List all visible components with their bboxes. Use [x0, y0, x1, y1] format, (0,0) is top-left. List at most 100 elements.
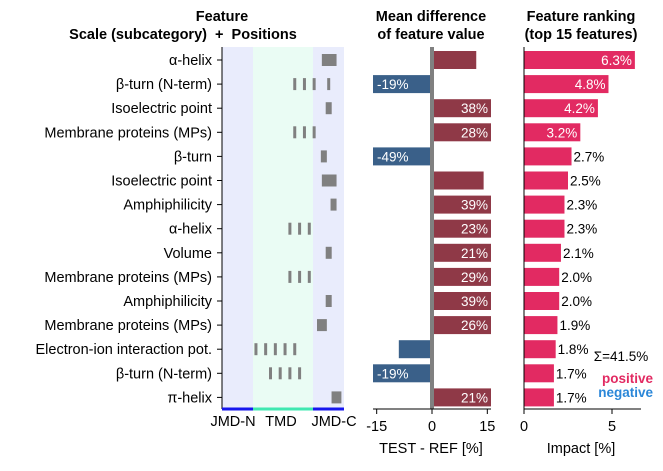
difference-x-tick-label: 15: [479, 419, 495, 435]
position-mark: [264, 343, 268, 356]
feature-label: Membrane proteins (MPs): [44, 125, 212, 141]
difference-title-line1: Mean difference: [376, 9, 486, 25]
feature-label: π-helix: [167, 390, 212, 406]
impact-value-label: 2.3%: [566, 222, 597, 237]
ranking-title-line1: Feature ranking: [527, 9, 636, 25]
difference-bar: [373, 75, 432, 94]
difference-value-label: 21%: [461, 390, 488, 405]
region-label: TMD: [265, 414, 296, 430]
impact-bar: [524, 364, 554, 383]
difference-x-axis-label: TEST - REF [%]: [379, 441, 483, 457]
difference-bar: [432, 195, 491, 214]
difference-bar: [432, 267, 491, 286]
difference-value-label: 21%: [461, 246, 488, 261]
position-mark: [269, 367, 272, 380]
impact-bar: [524, 219, 565, 238]
impact-bar: [524, 388, 554, 407]
feature-label: α-helix: [169, 222, 213, 238]
position-mark: [288, 222, 292, 235]
position-mark: [307, 270, 311, 283]
impact-value-label: 1.9%: [559, 318, 590, 333]
position-mark: [307, 222, 311, 235]
impact-value-label: 2.5%: [570, 174, 601, 189]
feature-label: Membrane proteins (MPs): [44, 270, 212, 286]
difference-bar: [373, 147, 432, 166]
impact-bar: [524, 316, 558, 335]
impact-bar: [524, 195, 565, 214]
difference-bar: [432, 99, 491, 118]
position-mark: [312, 78, 316, 91]
ranking-x-tick-label: 0: [520, 419, 528, 435]
difference-bar: [432, 171, 484, 190]
difference-bar: [432, 316, 491, 335]
feature-label: α-helix: [169, 53, 213, 69]
impact-bar: [524, 51, 635, 69]
difference-bar: [373, 364, 432, 383]
position-mark: [293, 126, 297, 139]
difference-x-tick-label: -15: [366, 419, 387, 435]
impact-value-label: 2.7%: [574, 149, 605, 164]
region-label: JMD-N: [210, 414, 255, 430]
difference-x-tick-label: 0: [428, 419, 436, 435]
difference-value-label: 39%: [461, 294, 488, 309]
position-block: [321, 174, 337, 187]
difference-value-label: 28%: [461, 125, 488, 140]
position-mark: [283, 343, 287, 356]
difference-bar: [398, 340, 432, 359]
feature-label: Amphiphilicity: [123, 294, 212, 310]
difference-value-label: -49%: [377, 149, 409, 164]
position-mark: [273, 343, 277, 356]
position-mark: [312, 126, 316, 139]
impact-value-label: 1.7%: [556, 366, 587, 381]
impact-value-label: 2.0%: [561, 270, 592, 285]
jmd-c-region: [313, 47, 344, 409]
difference-value-label: 39%: [461, 198, 488, 213]
difference-value-label: -19%: [377, 366, 409, 381]
difference-value-label: 23%: [461, 222, 488, 237]
impact-bar: [524, 267, 560, 286]
impact-value-label: 2.3%: [566, 198, 597, 213]
impact-bar: [524, 75, 609, 94]
position-mark: [298, 367, 302, 380]
position-mark: [293, 343, 297, 356]
position-mark: [298, 270, 302, 283]
jmd-n-region: [222, 47, 253, 409]
difference-title-line2: of feature value: [377, 27, 484, 43]
region-label: JMD-C: [311, 414, 356, 430]
impact-bar: [524, 123, 581, 142]
impact-value-label: 6.3%: [601, 53, 632, 68]
impact-value-label: 1.7%: [556, 390, 587, 405]
positions-title-line2: Scale (subcategory) + Positions: [69, 27, 297, 43]
position-mark: [278, 367, 282, 380]
impact-bar: [524, 243, 561, 262]
impact-value-label: 4.2%: [564, 101, 595, 116]
difference-panel: -19% 38% 28% -49% 39% 23% 21% 29% 39% 26% -19% 21% -…: [366, 47, 495, 435]
positions-panel: JMD-N TMD JMD-C α-helix β-turn (N-term) Isoel…: [35, 47, 357, 430]
position-mark: [327, 78, 331, 91]
position-mark: [330, 198, 337, 211]
position-mark: [320, 150, 327, 163]
tmd-region: [253, 47, 313, 409]
difference-bar: [432, 388, 491, 407]
difference-bar: [432, 123, 491, 142]
difference-value-label: 29%: [461, 270, 488, 285]
impact-bar: [524, 171, 568, 190]
feature-label: β-turn (N-term): [116, 366, 212, 382]
feature-label: Isoelectric point: [111, 101, 212, 117]
difference-bar: [432, 292, 491, 310]
impact-bar: [524, 99, 598, 118]
position-block: [331, 391, 342, 404]
position-block: [317, 319, 327, 332]
position-mark: [288, 367, 292, 380]
feature-label: β-turn: [174, 149, 212, 165]
impact-value-label: 3.2%: [547, 125, 578, 140]
position-mark: [302, 126, 306, 139]
ranking-x-tick-label: 5: [608, 419, 616, 435]
position-block: [321, 54, 337, 66]
feature-label: Electron-ion interaction pot.: [35, 342, 212, 358]
impact-value-label: 2.0%: [561, 294, 592, 309]
legend-negative: negative: [598, 385, 653, 400]
feature-label: Volume: [164, 246, 212, 262]
